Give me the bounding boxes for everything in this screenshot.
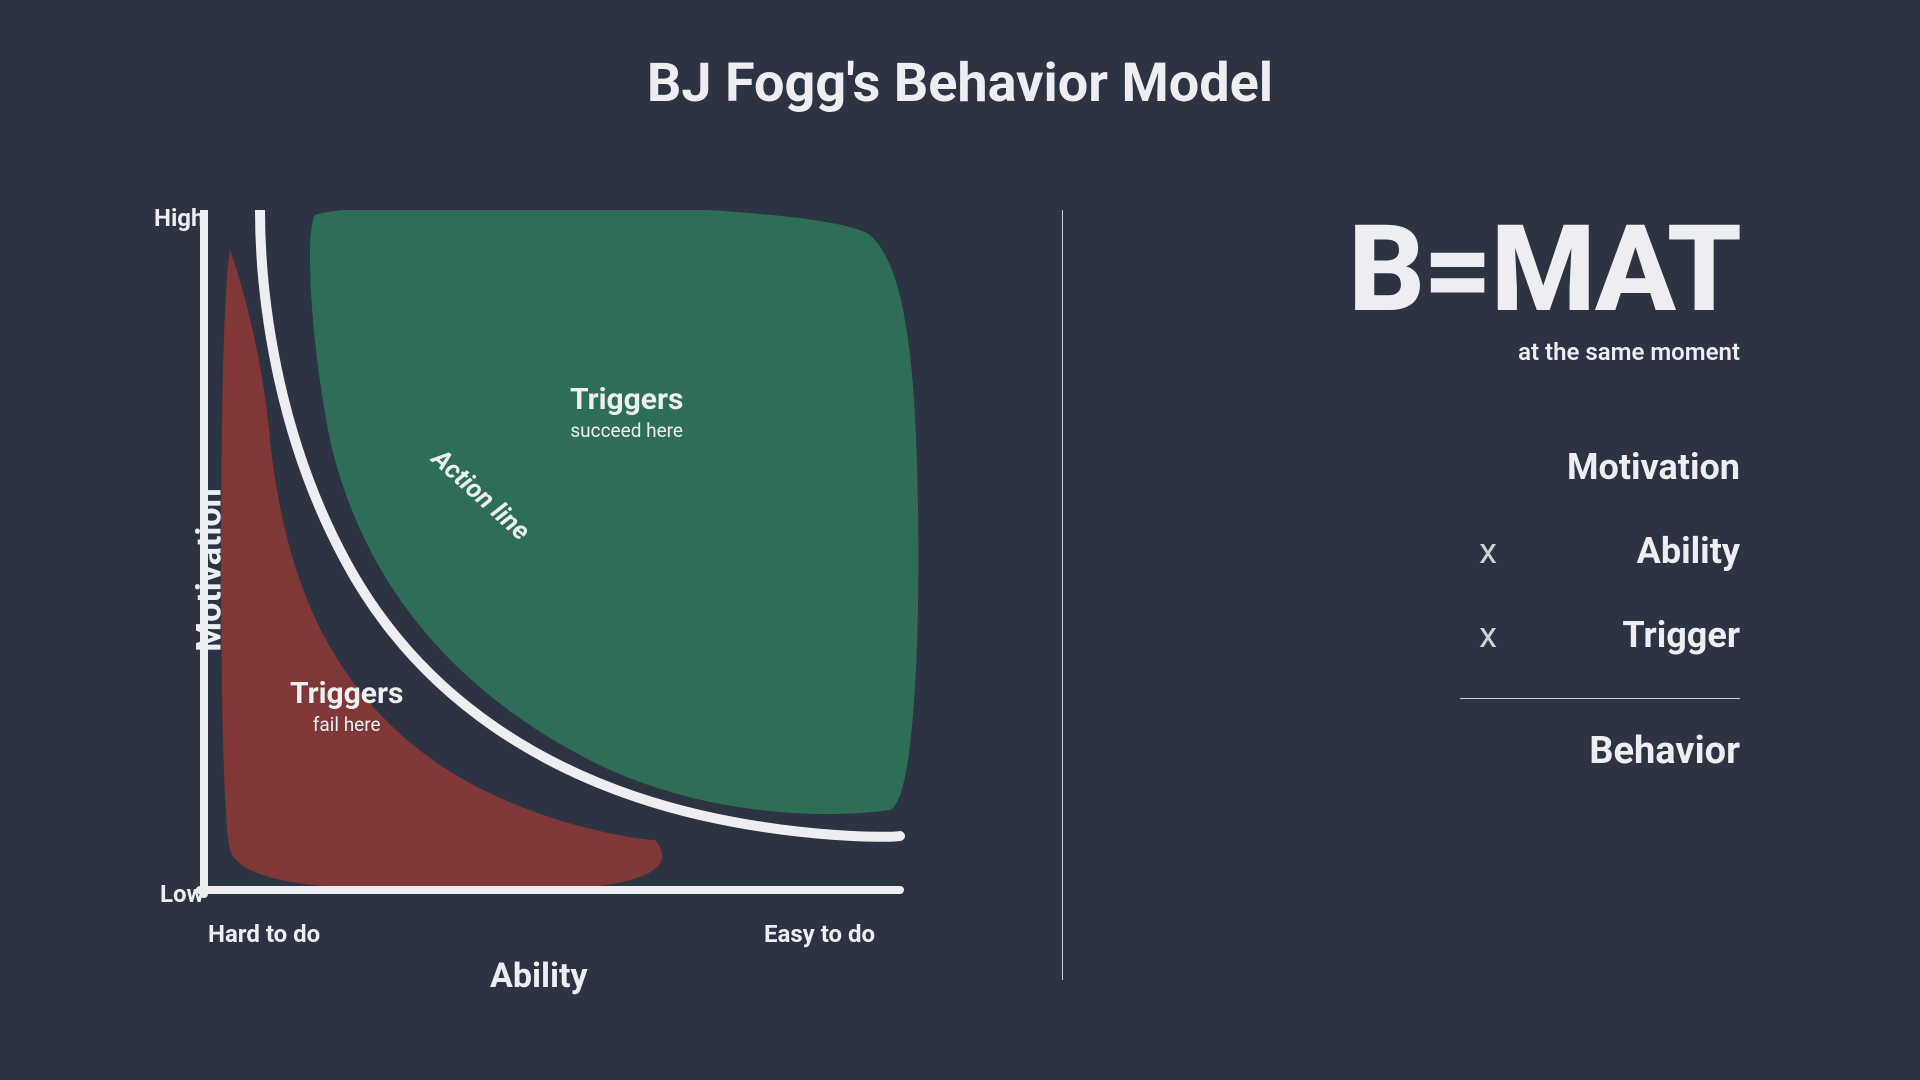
region-fail-title: Triggers: [290, 676, 403, 711]
legend-row: x Trigger: [1200, 614, 1740, 656]
x-tick-hard: Hard to do: [208, 920, 320, 948]
x-axis-label: Ability: [490, 956, 588, 996]
right-panel: B=MAT at the same moment Motivation x Ab…: [1200, 210, 1740, 773]
legend-op: x: [1476, 614, 1500, 656]
region-succeed-sub: succeed here: [570, 419, 683, 442]
formula: B=MAT: [1200, 210, 1740, 330]
legend-line: [1460, 698, 1740, 699]
legend-term-ability: Ability: [1560, 530, 1740, 572]
page-title: BJ Fogg's Behavior Model: [647, 52, 1273, 115]
legend-result: Behavior: [1200, 729, 1740, 773]
region-succeed-title: Triggers: [570, 382, 683, 417]
y-axis-label: Motivation: [190, 488, 230, 651]
legend-term-motivation: Motivation: [1560, 446, 1740, 488]
chart-container: Motivation Ability High Low Hard to do E…: [100, 210, 970, 1010]
legend-op: x: [1476, 530, 1500, 572]
legend-row: x Ability: [1200, 530, 1740, 572]
region-fail-label: Triggers fail here: [290, 676, 403, 736]
chart-svg: [100, 210, 970, 1010]
divider: [1062, 210, 1063, 980]
legend-row: Motivation: [1200, 446, 1740, 488]
y-tick-low: Low: [160, 880, 204, 908]
region-fail-sub: fail here: [290, 713, 403, 736]
legend: Motivation x Ability x Trigger Behavior: [1200, 446, 1740, 773]
region-succeed-label: Triggers succeed here: [570, 382, 683, 442]
y-tick-high: High: [154, 204, 204, 232]
formula-subtitle: at the same moment: [1200, 338, 1740, 366]
x-tick-easy: Easy to do: [764, 920, 875, 948]
legend-term-trigger: Trigger: [1560, 614, 1740, 656]
